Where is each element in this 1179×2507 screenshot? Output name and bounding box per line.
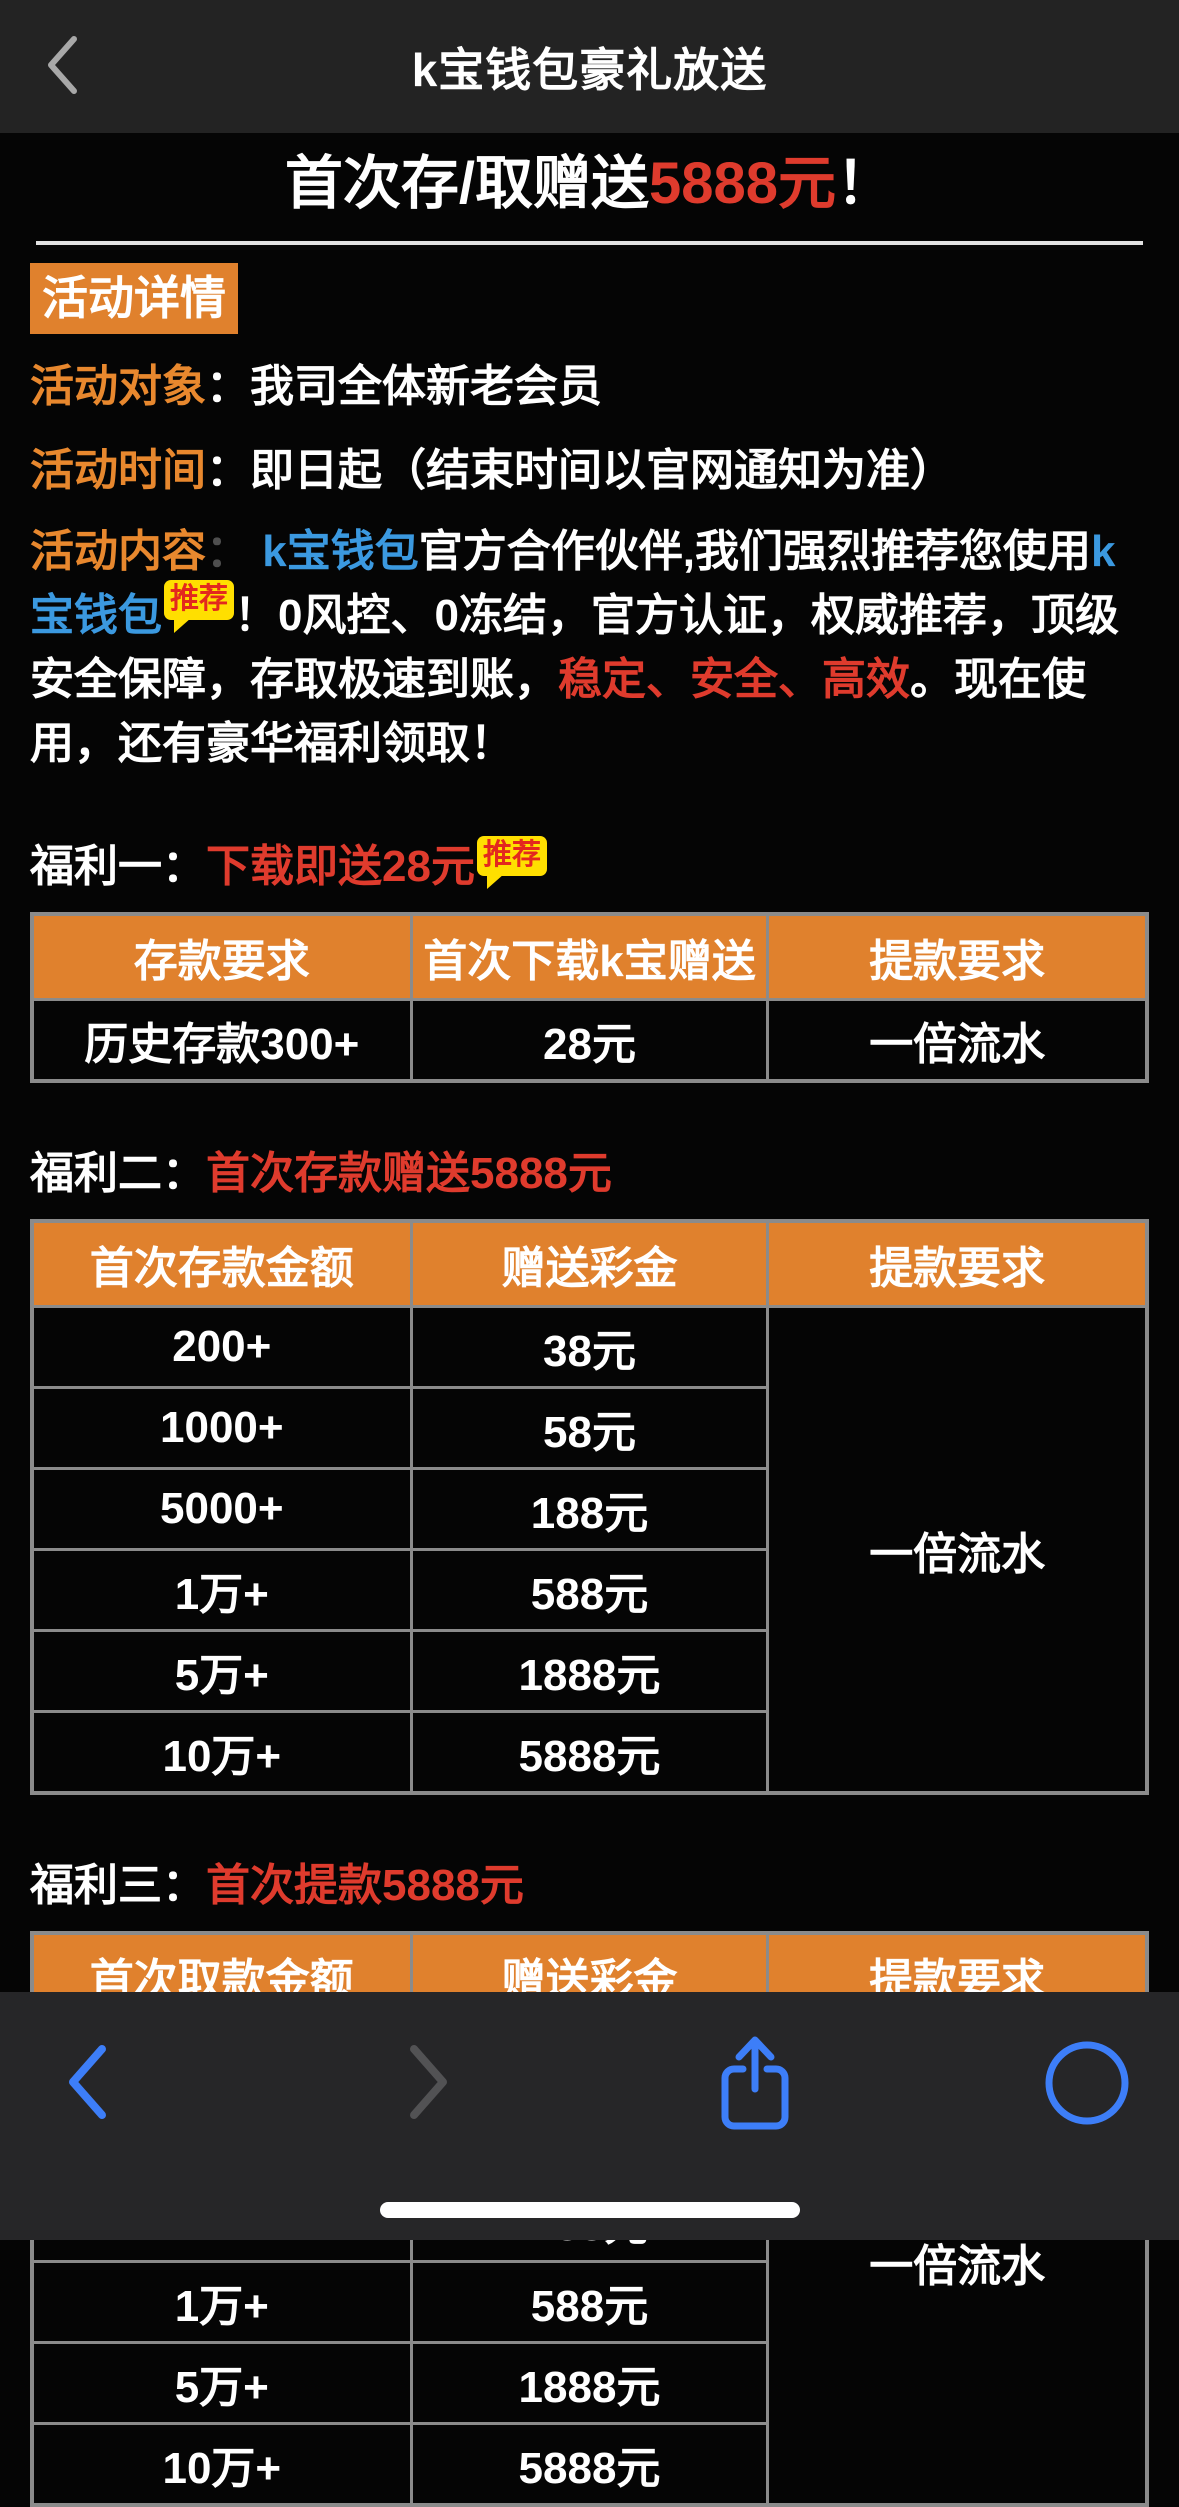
colon: ：: [206, 446, 250, 496]
hero-heading: 首次存/取赠送5888元！: [30, 153, 1149, 215]
table-row: 5万+ 1888元: [30, 1629, 1147, 1714]
benefit3-heading: 福利三：首次提款5888元: [30, 1859, 1149, 1913]
cell-bonus: 188元: [409, 1467, 770, 1552]
benefit3-title: 首次提款5888元: [206, 1861, 524, 1911]
benefit3-prefix: 福利三：: [30, 1861, 206, 1911]
activity-content-paragraph: 活动内容： k宝钱包官方合作伙伴,我们强烈推荐您使用k宝钱包 推荐 ！0风控、0冻结…: [30, 520, 1149, 776]
hero-suffix: ！: [836, 151, 895, 216]
activity-time-line: 活动时间：即日起（结束时间以官网通知为准）: [30, 440, 1149, 502]
cell-amount: 10万+: [30, 1710, 413, 1795]
activity-content-text3: 。现在使用，还有豪华福利领取！: [30, 655, 1086, 769]
cell-amount: 200+: [30, 1305, 413, 1390]
benefit1-prefix: 福利一：: [30, 842, 206, 892]
col-header: 提款要求: [766, 1219, 1149, 1309]
benefit1-title: 下载即送28元: [206, 842, 475, 892]
cell-amount: 1万+: [30, 2260, 413, 2345]
table-row: 5000+ 188元: [30, 1467, 1147, 1552]
recommend-badge: 推荐: [164, 580, 235, 633]
col-header: 首次下载k宝赠送: [409, 912, 770, 1002]
brand-link[interactable]: k宝钱包: [262, 527, 419, 577]
cell-bonus: 1888元: [409, 2341, 770, 2426]
table-row: 10万+ 5888元: [30, 1710, 1147, 1795]
benefit2-title: 首次存款赠送5888元: [206, 1149, 612, 1199]
nav-bar: k宝钱包豪礼放送: [0, 0, 1179, 133]
cell-withdraw-req: 一倍流水: [766, 998, 1149, 1083]
cell-withdraw-req-merged: 一倍流水: [766, 1305, 1149, 1795]
benefit2-prefix: 福利二：: [30, 1149, 206, 1199]
table-header-row: 首次存款金额 赠送彩金 提款要求: [30, 1219, 1149, 1309]
page-title: k宝钱包豪礼放送: [411, 43, 768, 96]
table-row: 1000+ 58元: [30, 1386, 1147, 1471]
col-header: 首次存款金额: [30, 1219, 413, 1309]
cell-deposit-req: 历史存款300+: [30, 998, 413, 1083]
col-header: 存款要求: [30, 912, 413, 1002]
activity-content-text: 官方合作伙伴,我们强烈推荐您使用: [418, 527, 1091, 577]
brand-link[interactable]: k宝钱包: [30, 527, 1116, 641]
cell-bonus: 58元: [409, 1386, 770, 1471]
activity-target-line: 活动对象：我司全体新老会员: [30, 356, 1149, 418]
cell-bonus: 28元: [409, 998, 770, 1083]
activity-content-text2: ！0风控、0冻结，官方认证，权威推荐，顶级安全保障，存取极速到账，: [30, 591, 1119, 705]
cell-bonus: 588元: [409, 2260, 770, 2345]
colon: ：: [206, 527, 250, 577]
toolbar-back-button[interactable]: [42, 2028, 132, 2138]
home-indicator[interactable]: [379, 2202, 800, 2218]
activity-target-text: 我司全体新老会员: [250, 362, 602, 412]
browser-toolbar: [0, 1992, 1179, 2240]
benefit2-heading: 福利二：首次存款赠送5888元: [30, 1147, 1149, 1201]
benefit2-table: 首次存款金额 赠送彩金 提款要求 200+ 38元 一倍流水 1000+ 58元…: [30, 1219, 1149, 1796]
cell-amount: 5000+: [30, 1467, 413, 1552]
colon: ：: [206, 362, 250, 412]
nav-back-button[interactable]: [34, 32, 90, 102]
benefit1-heading: 福利一：下载即送28元 推荐: [30, 836, 1149, 894]
cell-amount: 1万+: [30, 1548, 413, 1633]
table-row: 200+ 38元 一倍流水: [30, 1305, 1149, 1795]
share-icon[interactable]: [710, 2028, 800, 2138]
chevron-left-icon: [64, 2043, 110, 2124]
cell-bonus: 588元: [409, 1548, 770, 1633]
toolbar-forward-button[interactable]: [384, 2028, 474, 2138]
activity-time-label: 活动时间: [30, 446, 206, 496]
hero-prefix: 首次存/取赠送: [284, 151, 650, 216]
recommend-badge: 推荐: [476, 836, 547, 889]
col-header: 赠送彩金: [409, 1219, 770, 1309]
section-badge-activity-details: 活动详情: [30, 263, 238, 335]
cell-amount: 1000+: [30, 1386, 413, 1471]
hero-amount: 5888元: [649, 151, 837, 216]
cell-amount: 10万+: [30, 2422, 413, 2507]
activity-target-label: 活动对象: [30, 362, 206, 412]
chevron-left-icon: [45, 34, 79, 99]
table-row: 1万+ 588元: [30, 1548, 1147, 1633]
open-in-safari-icon[interactable]: [1042, 2028, 1132, 2138]
benefit1-table: 存款要求 首次下载k宝赠送 提款要求 历史存款300+ 28元 一倍流水: [30, 912, 1149, 1084]
cell-amount: 5万+: [30, 1629, 413, 1714]
chevron-right-icon: [406, 2043, 452, 2124]
cell-bonus: 5888元: [409, 2422, 770, 2507]
table-header-row: 存款要求 首次下载k宝赠送 提款要求: [30, 912, 1149, 1002]
divider: [36, 241, 1143, 245]
activity-time-text: 即日起（结束时间以官网通知为准）: [250, 446, 954, 496]
cell-bonus: 5888元: [409, 1710, 770, 1795]
col-header: 提款要求: [766, 912, 1149, 1002]
cell-bonus: 38元: [409, 1305, 770, 1390]
highlight-keywords: 稳定、安全、高效: [558, 655, 910, 705]
cell-amount: 5万+: [30, 2341, 413, 2426]
activity-content-label: 活动内容: [30, 527, 206, 577]
table-row: 历史存款300+ 28元 一倍流水: [30, 998, 1149, 1083]
cell-bonus: 1888元: [409, 1629, 770, 1714]
